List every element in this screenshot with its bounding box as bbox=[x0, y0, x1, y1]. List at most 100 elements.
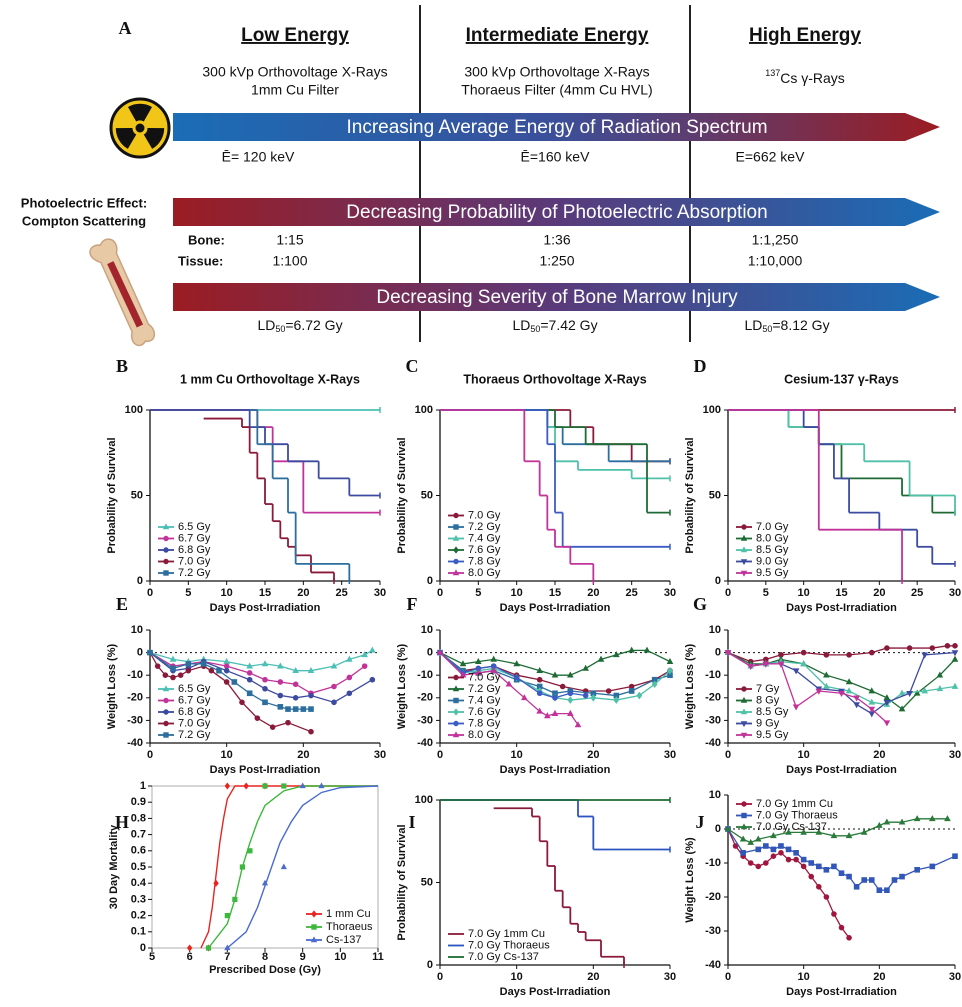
marker bbox=[951, 650, 959, 657]
marker bbox=[163, 720, 169, 727]
marker bbox=[853, 695, 860, 702]
marker bbox=[254, 715, 261, 721]
effect-label: Compton Scattering bbox=[22, 213, 146, 228]
marker bbox=[567, 709, 574, 716]
marker bbox=[884, 645, 890, 651]
x-tick-label: 30 bbox=[949, 749, 961, 761]
fit-curve bbox=[226, 785, 379, 949]
x-tick-label: 5 bbox=[149, 951, 155, 963]
marker bbox=[163, 709, 169, 715]
marker bbox=[246, 670, 253, 676]
marker bbox=[475, 669, 482, 676]
x-tick-label: 0 bbox=[725, 587, 731, 599]
x-tick-label: 20 bbox=[587, 749, 599, 761]
marker bbox=[453, 708, 459, 716]
marker bbox=[311, 924, 317, 930]
y-tick-label: -20 bbox=[417, 692, 433, 704]
panel-label: A bbox=[119, 18, 132, 38]
marker bbox=[800, 649, 807, 656]
marker bbox=[868, 706, 876, 713]
y-tick-label: -20 bbox=[705, 692, 721, 704]
x-tick-label: 10 bbox=[798, 587, 810, 599]
x-axis-title: Days Post-Irradiation bbox=[786, 602, 897, 614]
marker bbox=[551, 671, 559, 678]
y-tick-label: 100 bbox=[415, 794, 433, 806]
marker bbox=[224, 782, 231, 790]
marker bbox=[567, 696, 574, 704]
legend-label: 8.0 Gy bbox=[468, 729, 501, 741]
marker bbox=[831, 863, 837, 870]
marker bbox=[913, 815, 921, 822]
y-axis-title: Weight Loss (%) bbox=[396, 643, 408, 729]
marker bbox=[876, 821, 883, 828]
marker bbox=[567, 671, 574, 678]
marker bbox=[740, 546, 748, 553]
ld: LD bbox=[257, 317, 275, 333]
marker bbox=[808, 873, 815, 880]
legend-label: Thoraeus bbox=[326, 921, 373, 933]
marker bbox=[666, 657, 674, 664]
marker bbox=[170, 665, 176, 672]
marker bbox=[262, 699, 268, 706]
y-axis-title: Weight Loss (%) bbox=[684, 837, 696, 923]
energy: Ē= 120 keV bbox=[222, 149, 295, 165]
bone-label: Bone: bbox=[188, 232, 225, 247]
marker bbox=[899, 873, 905, 880]
source: 300 kVp Orthovoltage X-Rays bbox=[464, 64, 649, 80]
x-tick-label: 5 bbox=[763, 587, 769, 599]
marker bbox=[740, 708, 748, 715]
marker bbox=[740, 696, 748, 703]
y-tick-label: 0.2 bbox=[131, 910, 146, 922]
marker bbox=[732, 843, 739, 849]
energy: E=662 keV bbox=[736, 149, 806, 165]
y-tick-label: -10 bbox=[705, 669, 721, 681]
marker bbox=[914, 867, 920, 873]
panel-label: B bbox=[116, 356, 128, 376]
x-tick-label: 0 bbox=[725, 749, 731, 761]
marker bbox=[778, 843, 784, 849]
x-tick-label: 20 bbox=[873, 971, 885, 983]
marker bbox=[643, 646, 651, 653]
marker bbox=[261, 879, 269, 886]
marker bbox=[292, 681, 299, 688]
marker bbox=[281, 783, 287, 789]
marker bbox=[770, 853, 777, 859]
y-tick-label: 0.4 bbox=[131, 877, 147, 889]
ld: LD bbox=[512, 317, 530, 333]
marker bbox=[816, 863, 822, 870]
y-axis-title: Weight Loss (%) bbox=[684, 643, 696, 729]
marker bbox=[823, 867, 830, 873]
marker bbox=[845, 687, 853, 694]
x-tick-label: 30 bbox=[949, 971, 961, 983]
ld-value: =8.12 Gy bbox=[772, 317, 829, 333]
series-line bbox=[727, 645, 955, 663]
legend-label: 9.5 Gy bbox=[756, 567, 789, 579]
marker bbox=[369, 646, 376, 653]
marker bbox=[741, 801, 747, 807]
marker bbox=[613, 651, 620, 658]
x-tick-label: 0 bbox=[437, 971, 443, 983]
marker bbox=[853, 702, 860, 709]
ld50: LD50=6.72 Gy bbox=[257, 317, 342, 335]
marker bbox=[223, 663, 230, 669]
marker bbox=[216, 667, 222, 674]
panel-label: E bbox=[116, 594, 128, 614]
y-tick-label: 0.6 bbox=[131, 845, 146, 857]
tissue-label: Tissue: bbox=[178, 253, 223, 268]
marker bbox=[186, 944, 193, 952]
marker bbox=[453, 546, 459, 554]
marker bbox=[741, 686, 747, 692]
marker bbox=[921, 652, 929, 659]
legend-label: 6.5 Gy bbox=[178, 521, 211, 533]
y-tick-label: -20 bbox=[127, 692, 143, 704]
marker bbox=[308, 692, 314, 699]
marker bbox=[838, 924, 845, 931]
y-tick-label: 50 bbox=[421, 876, 433, 888]
marker bbox=[724, 650, 732, 657]
marker bbox=[739, 835, 747, 842]
panel-label: G bbox=[693, 594, 707, 614]
marker bbox=[936, 671, 944, 678]
y-tick-label: 0 bbox=[715, 647, 721, 659]
y-tick-label: -30 bbox=[705, 925, 721, 937]
